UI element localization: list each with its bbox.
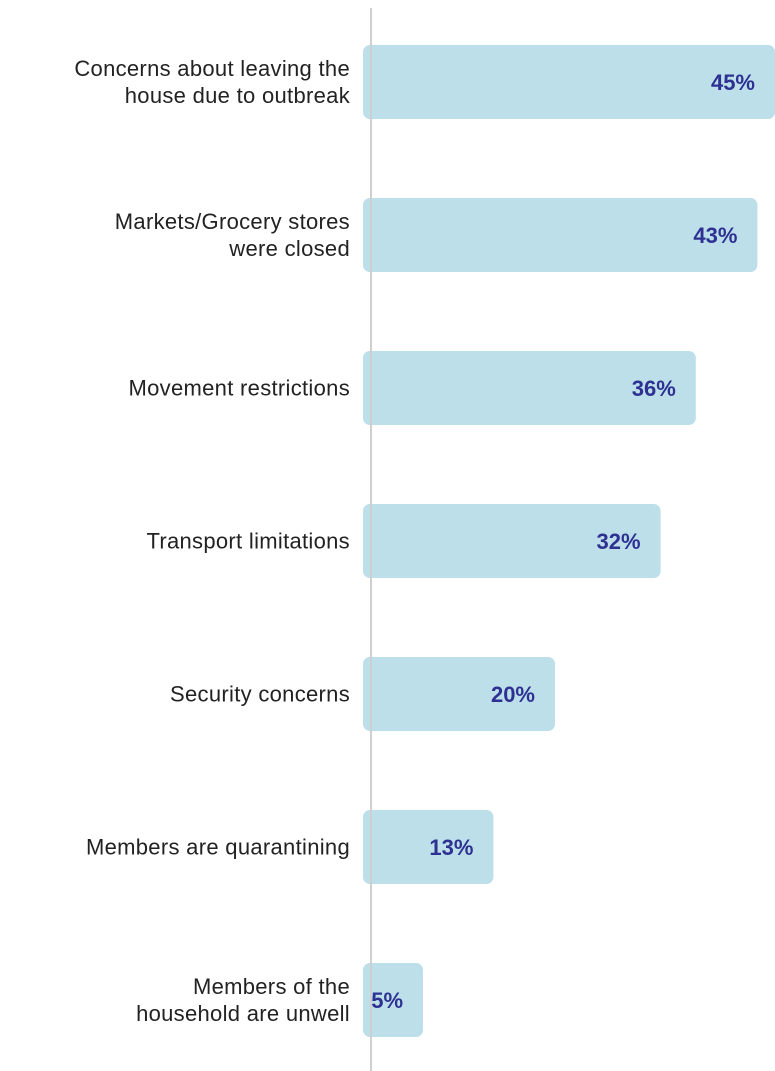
category-label: Members are quarantining [85,834,350,860]
value-label: 13% [429,835,473,860]
bar [363,810,494,884]
category-label: Security concerns [170,681,350,707]
category-label: Transport limitations [146,528,350,554]
value-label: 5% [371,988,403,1013]
bar [363,963,423,1037]
bar [363,657,555,731]
value-label: 36% [632,376,676,401]
bar [363,45,775,119]
category-label: Movement restrictions [128,375,350,401]
value-label: 32% [597,529,641,554]
bar [363,504,661,578]
category-label: Markets/Grocery stores were closed [114,209,350,261]
bar [363,351,696,425]
category-label: Members of the household are unwell [136,974,350,1026]
category-label: Concerns about leaving the house due to … [74,56,350,108]
value-label: 45% [711,70,755,95]
value-label: 20% [491,682,535,707]
value-label: 43% [693,223,737,248]
bar [363,198,758,272]
